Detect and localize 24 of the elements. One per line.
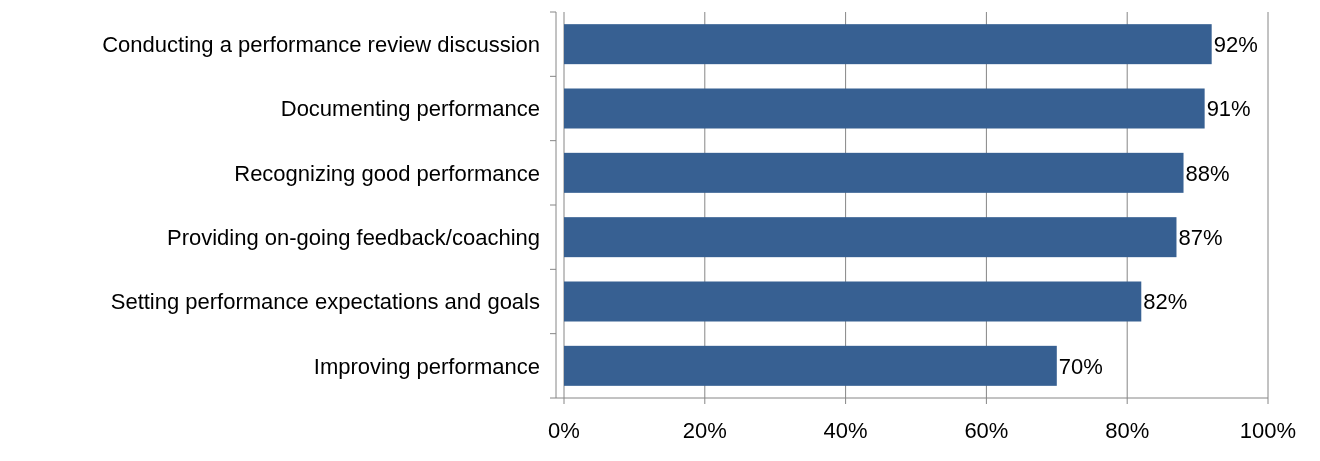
bar — [564, 217, 1177, 258]
bar — [564, 24, 1212, 65]
data-label: 70% — [1058, 353, 1103, 379]
y-tick-label: Setting performance expectations and goals — [110, 289, 540, 315]
x-tick-label: 20% — [682, 418, 727, 443]
x-tick-label: 60% — [964, 418, 1009, 443]
x-tick-label: 80% — [1105, 418, 1150, 443]
data-label: 92% — [1213, 31, 1258, 57]
y-tick-label: Recognizing good performance — [234, 160, 540, 186]
x-tick-label: 0% — [548, 418, 580, 443]
y-tick-label: Providing on-going feedback/coaching — [166, 224, 540, 250]
bar — [564, 88, 1205, 129]
x-tick-label: 100% — [1239, 418, 1297, 443]
data-label: 82% — [1143, 289, 1188, 315]
y-tick-label: Improving performance — [313, 353, 540, 379]
y-tick-label: Documenting performance — [280, 96, 540, 122]
bar — [564, 345, 1057, 386]
data-label: 91% — [1206, 96, 1251, 122]
bar — [564, 152, 1184, 193]
x-tick-label: 40% — [823, 418, 868, 443]
y-tick-label: Conducting a performance review discussion — [102, 31, 540, 57]
data-label: 87% — [1178, 224, 1223, 250]
bar — [564, 281, 1142, 322]
data-label: 88% — [1185, 160, 1230, 186]
